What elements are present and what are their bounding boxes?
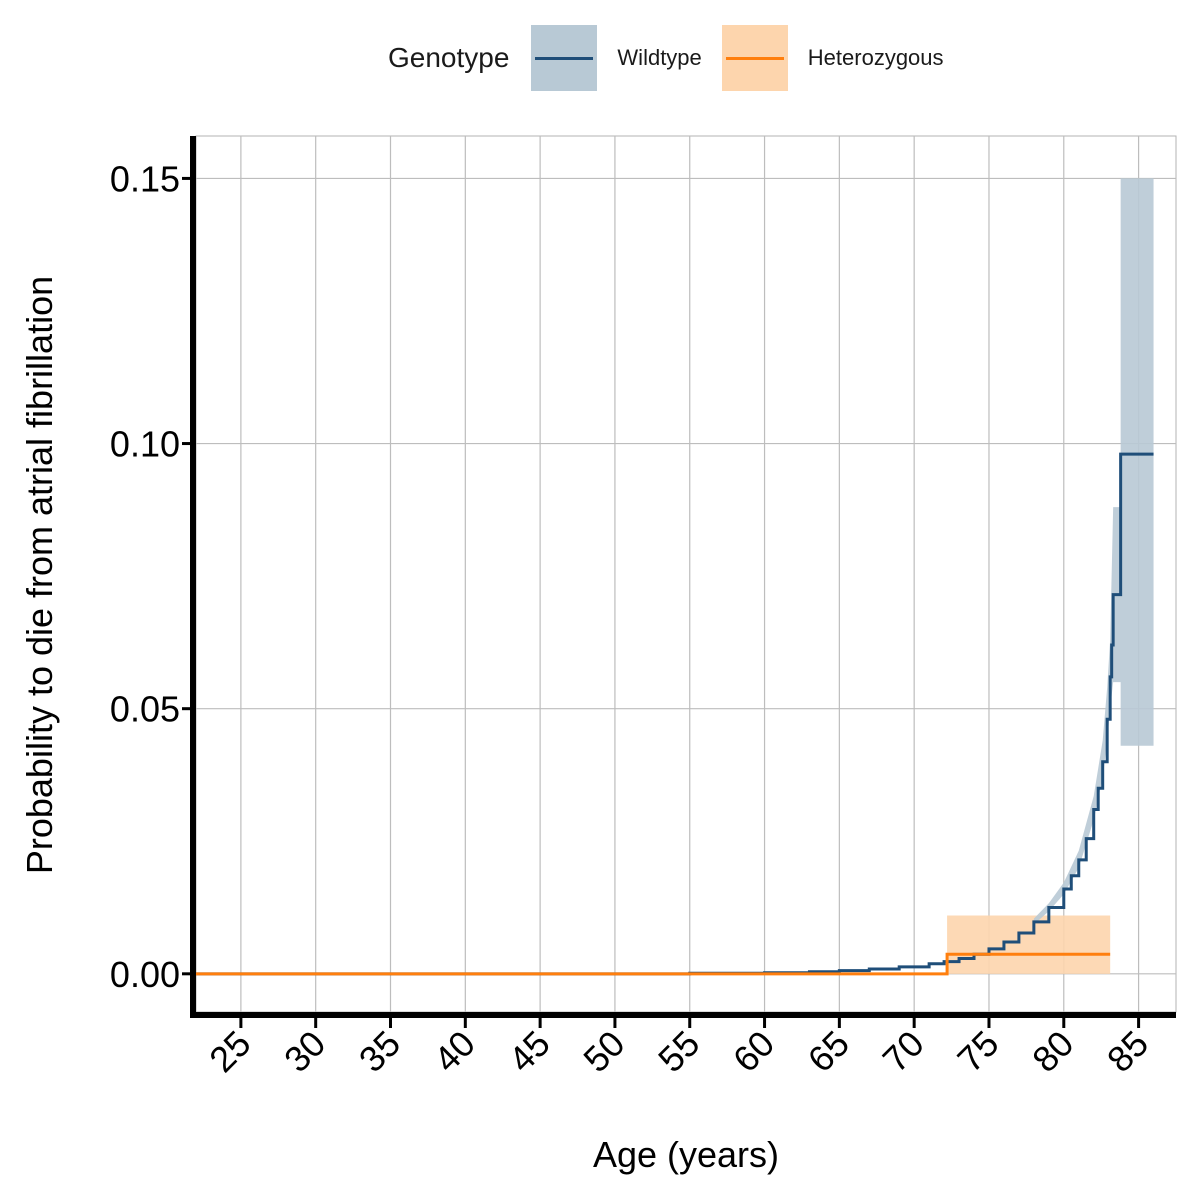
x-tick-label: 80 bbox=[1024, 1023, 1081, 1080]
x-tick-label: 70 bbox=[875, 1023, 932, 1080]
legend-key-heterozygous bbox=[721, 25, 788, 91]
plot-panel bbox=[195, 135, 1177, 1013]
series-line-heterozygous bbox=[196, 952, 1111, 976]
y-tick-label: 0.00 bbox=[110, 954, 180, 995]
ci-ribbon-heterozygous bbox=[947, 915, 1111, 974]
x-tick-label: 55 bbox=[650, 1023, 707, 1080]
legend-title: Genotype bbox=[388, 42, 510, 73]
legend-line-wildtype bbox=[535, 57, 594, 60]
y-tick-label: 0.10 bbox=[110, 424, 180, 465]
x-tick-label: 45 bbox=[500, 1023, 557, 1080]
x-tick-label: 75 bbox=[949, 1023, 1006, 1080]
legend-item-heterozygous: Heterozygous bbox=[721, 25, 944, 91]
x-tick-label: 50 bbox=[575, 1023, 632, 1080]
legend-key-wildtype bbox=[531, 25, 598, 91]
y-axis-title: Probability to die from atrial fibrillat… bbox=[19, 275, 60, 875]
x-tick-label: 30 bbox=[276, 1023, 333, 1080]
legend-label-heterozygous: Heterozygous bbox=[807, 45, 944, 70]
x-tick-label: 35 bbox=[351, 1023, 408, 1080]
legend-line-heterozygous bbox=[725, 57, 784, 60]
legend: Genotype Wildtype Heterozygous bbox=[388, 24, 964, 92]
legend-item-wildtype: Wildtype bbox=[531, 25, 702, 91]
x-tick-label: 65 bbox=[800, 1023, 857, 1080]
x-tick-label: 60 bbox=[725, 1023, 782, 1080]
x-axis-title: Age (years) bbox=[592, 1134, 780, 1175]
x-tick-label: 85 bbox=[1099, 1023, 1156, 1080]
legend-label-wildtype: Wildtype bbox=[617, 45, 702, 70]
x-tick-label: 25 bbox=[201, 1023, 258, 1080]
ci-ribbon-wildtype bbox=[1033, 178, 1154, 925]
series-line-wildtype bbox=[196, 452, 1154, 976]
y-tick-label: 0.15 bbox=[110, 158, 180, 199]
x-tick-label: 40 bbox=[426, 1023, 483, 1080]
y-tick-label: 0.05 bbox=[110, 689, 180, 730]
